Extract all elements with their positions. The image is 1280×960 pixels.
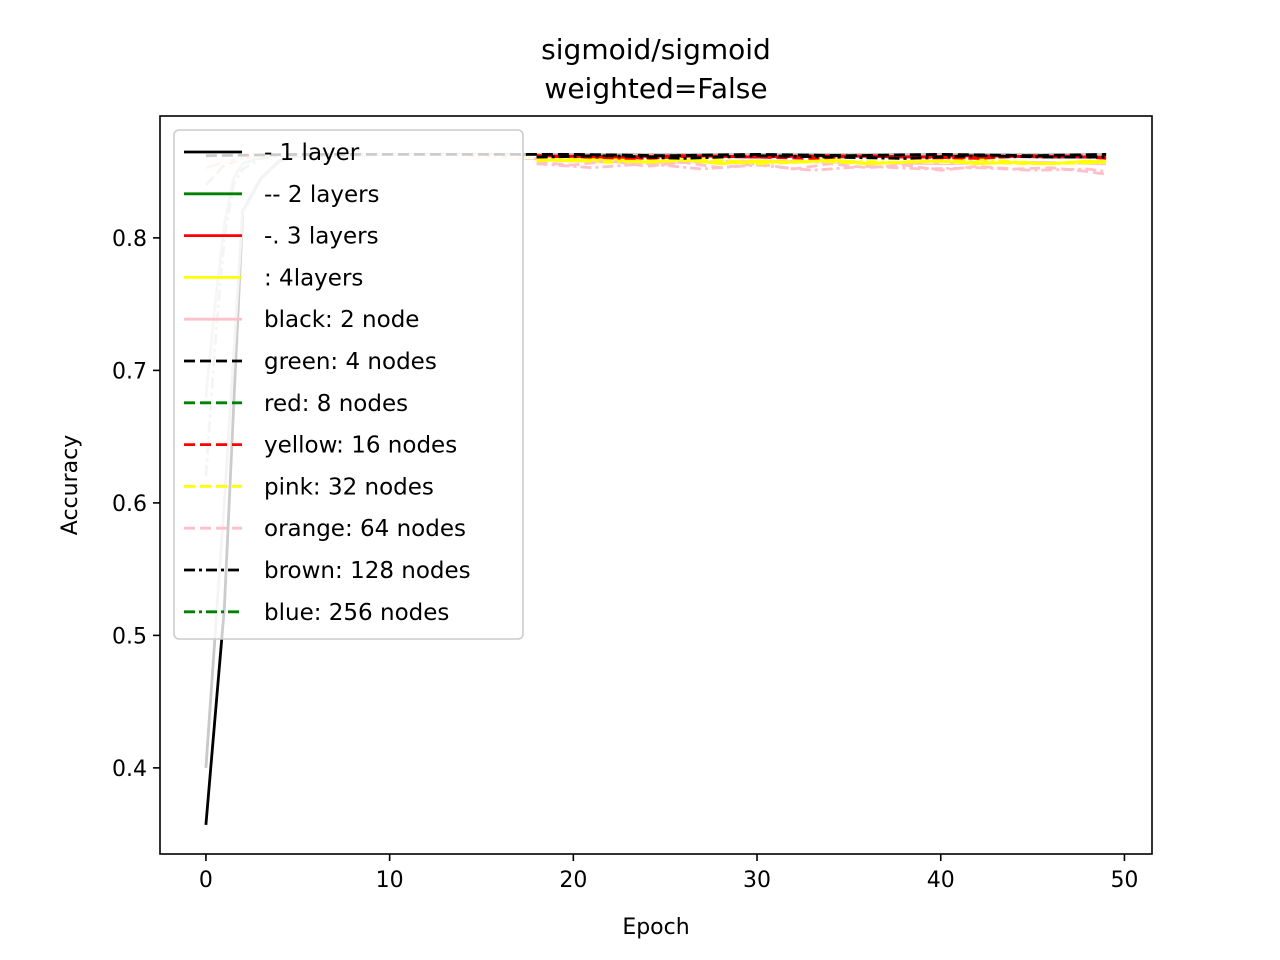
series-line-17 (536, 154, 1107, 160)
legend-entry: black: 2 node (184, 307, 419, 333)
y-axis: 0.4 0.5 0.6 0.7 0.8 (112, 227, 160, 782)
legend-box (173, 129, 524, 640)
series-line-9 (536, 162, 1107, 173)
chart-title: sigmoid/sigmoid (541, 33, 771, 66)
legend-label: - 1 layer (264, 140, 360, 166)
legend-entry: yellow: 16 nodes (184, 433, 457, 459)
y-tick-label: 0.8 (112, 227, 147, 252)
legend-label: pink: 32 nodes (264, 474, 434, 500)
chart-subtitle: weighted=False (544, 72, 767, 105)
legend-entry: blue: 256 nodes (184, 600, 449, 626)
legend-label: brown: 128 nodes (264, 558, 471, 584)
y-tick-label: 0.7 (112, 359, 147, 384)
plot-frame (159, 115, 1153, 855)
legend: - 1 layer -- 2 layers -. 3 layers : 4layers… (173, 129, 524, 640)
legend-label: blue: 256 nodes (264, 600, 449, 626)
legend-entry: brown: 128 nodes (184, 558, 471, 584)
legend-label: orange: 64 nodes (264, 516, 466, 542)
legend-entry: -. 3 layers (184, 224, 379, 250)
x-tick-label: 20 (559, 868, 587, 893)
y-axis-label: Accuracy (58, 435, 83, 535)
legend-label: -. 3 layers (264, 224, 379, 250)
legend-entry: green: 4 nodes (184, 349, 437, 375)
series-line-12 (536, 157, 1107, 166)
legend-label: green: 4 nodes (264, 349, 437, 375)
legend-label: red: 8 nodes (264, 391, 408, 417)
x-tick-label: 0 (199, 868, 213, 893)
legend-entry: - 1 layer (184, 140, 360, 166)
x-tick-label: 50 (1110, 868, 1138, 893)
x-axis: 0 10 20 30 40 50 (199, 854, 1138, 893)
legend-label: -- 2 layers (264, 182, 380, 208)
legend-label: : 4layers (264, 265, 363, 291)
legend-entry: red: 8 nodes (184, 391, 408, 417)
legend-label: black: 2 node (264, 307, 419, 333)
legend-entry: : 4layers (184, 265, 363, 291)
y-tick-label: 0.6 (112, 492, 147, 517)
legend-entry: pink: 32 nodes (184, 474, 434, 500)
x-tick-label: 40 (927, 868, 955, 893)
x-tick-label: 10 (376, 868, 404, 893)
x-tick-label: 30 (743, 868, 771, 893)
series-line-11 (536, 156, 1107, 166)
y-tick-label: 0.4 (112, 757, 147, 782)
legend-label: yellow: 16 nodes (264, 433, 457, 459)
x-axis-label: Epoch (622, 915, 689, 940)
legend-entry: orange: 64 nodes (184, 516, 466, 542)
legend-entry: -- 2 layers (184, 182, 380, 208)
y-tick-label: 0.5 (112, 624, 147, 649)
